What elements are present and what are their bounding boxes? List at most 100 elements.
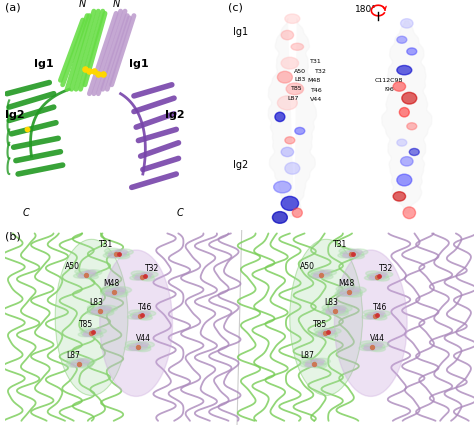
Text: T46: T46 <box>373 303 387 312</box>
Point <box>371 312 378 319</box>
Ellipse shape <box>137 341 155 348</box>
Text: Ig1: Ig1 <box>233 27 248 37</box>
Ellipse shape <box>313 272 329 277</box>
Ellipse shape <box>367 273 388 280</box>
Point <box>373 273 381 280</box>
Text: A50: A50 <box>300 262 315 271</box>
Ellipse shape <box>333 305 352 312</box>
Ellipse shape <box>401 157 413 166</box>
Ellipse shape <box>397 66 412 75</box>
Point <box>82 272 90 278</box>
Ellipse shape <box>342 254 354 258</box>
Ellipse shape <box>99 305 118 312</box>
Ellipse shape <box>286 83 303 95</box>
Point <box>138 273 146 280</box>
Point <box>136 312 144 319</box>
Point <box>373 311 381 318</box>
Ellipse shape <box>375 276 389 281</box>
Text: T31: T31 <box>99 240 113 249</box>
Text: Ig2: Ig2 <box>233 160 248 170</box>
Ellipse shape <box>371 342 383 347</box>
Text: Ig1: Ig1 <box>129 59 149 69</box>
Ellipse shape <box>142 272 158 277</box>
Ellipse shape <box>112 287 132 293</box>
Point <box>310 360 317 367</box>
Ellipse shape <box>75 269 90 274</box>
Ellipse shape <box>129 347 140 350</box>
Ellipse shape <box>361 342 385 351</box>
Ellipse shape <box>90 333 103 338</box>
Text: Ig2: Ig2 <box>5 110 24 120</box>
Ellipse shape <box>85 270 96 274</box>
Ellipse shape <box>102 287 128 296</box>
Ellipse shape <box>360 341 377 347</box>
Ellipse shape <box>338 253 352 258</box>
Ellipse shape <box>71 360 89 366</box>
Ellipse shape <box>340 289 359 295</box>
Ellipse shape <box>302 359 326 367</box>
Ellipse shape <box>409 148 419 155</box>
Text: Ig1: Ig1 <box>34 59 54 69</box>
Ellipse shape <box>116 249 133 255</box>
Ellipse shape <box>126 341 142 347</box>
Text: T85: T85 <box>313 320 328 329</box>
Text: T85: T85 <box>79 320 93 329</box>
Ellipse shape <box>376 272 387 276</box>
Ellipse shape <box>316 329 337 337</box>
Point <box>23 126 31 133</box>
Text: C: C <box>23 208 29 218</box>
Ellipse shape <box>109 251 126 257</box>
Ellipse shape <box>397 36 407 43</box>
Ellipse shape <box>115 249 128 254</box>
Ellipse shape <box>333 306 346 311</box>
Text: A50: A50 <box>65 262 80 271</box>
Point <box>115 250 123 257</box>
Ellipse shape <box>131 271 146 276</box>
Ellipse shape <box>308 274 321 278</box>
Ellipse shape <box>334 250 407 396</box>
Ellipse shape <box>97 310 114 316</box>
Ellipse shape <box>369 277 379 280</box>
Ellipse shape <box>343 251 361 257</box>
Point <box>321 330 329 337</box>
Ellipse shape <box>290 239 363 396</box>
Ellipse shape <box>78 275 88 278</box>
Ellipse shape <box>124 346 138 350</box>
Ellipse shape <box>133 273 154 280</box>
Ellipse shape <box>105 289 125 295</box>
Text: T85: T85 <box>291 86 303 91</box>
Ellipse shape <box>311 271 332 278</box>
Ellipse shape <box>371 341 389 348</box>
Ellipse shape <box>365 276 377 280</box>
Ellipse shape <box>68 359 91 367</box>
Ellipse shape <box>140 311 156 316</box>
Text: M48: M48 <box>338 279 354 288</box>
Ellipse shape <box>374 311 391 316</box>
Ellipse shape <box>285 14 300 23</box>
Ellipse shape <box>397 174 412 186</box>
Ellipse shape <box>393 82 406 91</box>
Point <box>141 272 148 279</box>
Ellipse shape <box>403 207 416 219</box>
Ellipse shape <box>136 346 151 352</box>
Ellipse shape <box>312 275 323 278</box>
Ellipse shape <box>112 287 126 292</box>
Ellipse shape <box>82 333 93 337</box>
Ellipse shape <box>281 147 293 157</box>
Ellipse shape <box>301 363 315 367</box>
Ellipse shape <box>73 274 86 278</box>
Text: M48: M48 <box>103 279 119 288</box>
Point <box>375 272 383 279</box>
Ellipse shape <box>83 330 100 335</box>
Ellipse shape <box>130 312 151 319</box>
Point <box>110 289 118 296</box>
Ellipse shape <box>104 248 121 254</box>
Ellipse shape <box>132 316 142 319</box>
Text: Ig2: Ig2 <box>165 110 185 120</box>
Text: C112C98: C112C98 <box>374 78 403 83</box>
Ellipse shape <box>80 327 94 332</box>
Ellipse shape <box>305 363 317 367</box>
Text: L87: L87 <box>287 96 299 101</box>
Ellipse shape <box>313 358 330 364</box>
Text: I96: I96 <box>384 87 394 92</box>
